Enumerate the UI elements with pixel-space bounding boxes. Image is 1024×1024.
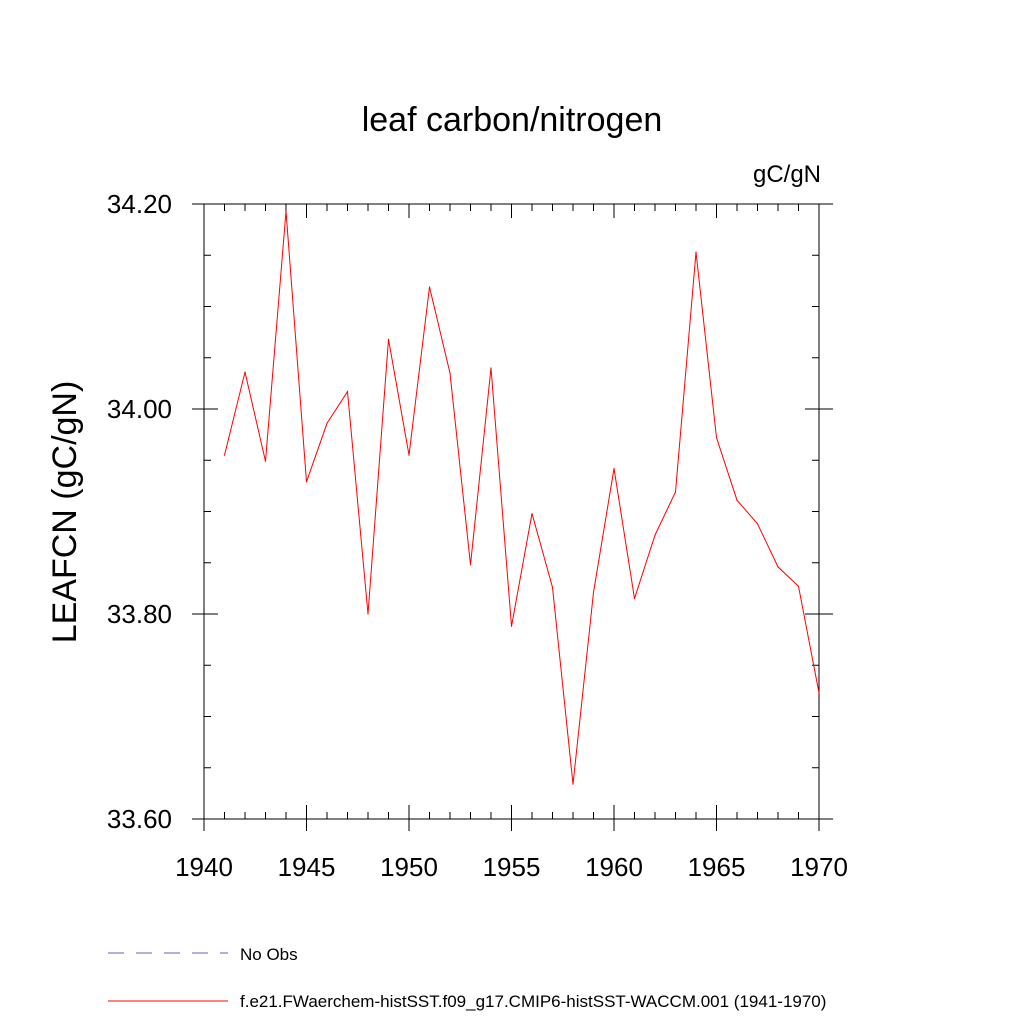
series-point xyxy=(797,585,800,587)
x-tick-label: 1950 xyxy=(380,852,438,882)
legend-label-no-obs: No Obs xyxy=(240,945,298,964)
series-line-0 xyxy=(224,211,820,785)
series-point xyxy=(572,783,574,785)
series-point xyxy=(223,454,226,456)
x-tick-label: 1940 xyxy=(175,852,233,882)
series-point xyxy=(633,598,636,600)
series-point xyxy=(408,454,410,456)
series-point xyxy=(736,499,738,501)
series-point xyxy=(367,613,369,615)
y-tick-label: 34.00 xyxy=(107,394,172,424)
y-tick-label: 33.80 xyxy=(107,599,172,629)
x-tick-label: 1955 xyxy=(483,852,541,882)
series-point xyxy=(264,460,267,462)
series-point xyxy=(818,692,820,694)
series-point xyxy=(449,372,451,374)
series-point xyxy=(654,534,656,536)
x-tick-label: 1960 xyxy=(585,852,643,882)
series-point xyxy=(510,625,513,627)
chart-title: leaf carbon/nitrogen xyxy=(362,101,663,139)
series-point xyxy=(695,251,697,253)
series-point xyxy=(613,467,615,470)
y-tick-label: 34.20 xyxy=(107,189,172,219)
series-point xyxy=(305,481,308,483)
series-point xyxy=(387,338,390,340)
legend: No Obs f.e21.FWaerchem-histSST.f09_g17.C… xyxy=(108,945,826,1011)
x-tick-label: 1945 xyxy=(278,852,336,882)
units-label: gC/gN xyxy=(753,161,821,188)
series-point xyxy=(715,437,718,439)
series-point xyxy=(326,422,328,424)
series-layer xyxy=(223,210,820,785)
series-point xyxy=(674,491,677,493)
series-point xyxy=(244,371,246,373)
y-axis-label: LEAFCN (gC/gN) xyxy=(46,381,84,644)
legend-label-model-run: f.e21.FWaerchem-histSST.f09_g17.CMIP6-hi… xyxy=(240,992,826,1011)
series-point xyxy=(285,210,287,212)
y-axis-ticks: 33.60 33.80 34.00 34.20 xyxy=(107,189,833,834)
series-point xyxy=(777,566,779,568)
plot-frame xyxy=(203,203,820,820)
x-axis-ticks: 1940 1945 1950 1955 1960 1965 1970 xyxy=(175,204,848,882)
series-point xyxy=(531,512,533,515)
series-point xyxy=(346,390,349,393)
series-point xyxy=(551,586,554,588)
series-point xyxy=(469,564,472,566)
series-point xyxy=(756,523,759,525)
x-tick-label: 1965 xyxy=(688,852,746,882)
series-point xyxy=(592,591,595,594)
series-point xyxy=(428,286,431,288)
x-tick-label: 1970 xyxy=(790,852,848,882)
y-tick-label: 33.60 xyxy=(107,804,172,834)
series-point xyxy=(490,367,492,369)
